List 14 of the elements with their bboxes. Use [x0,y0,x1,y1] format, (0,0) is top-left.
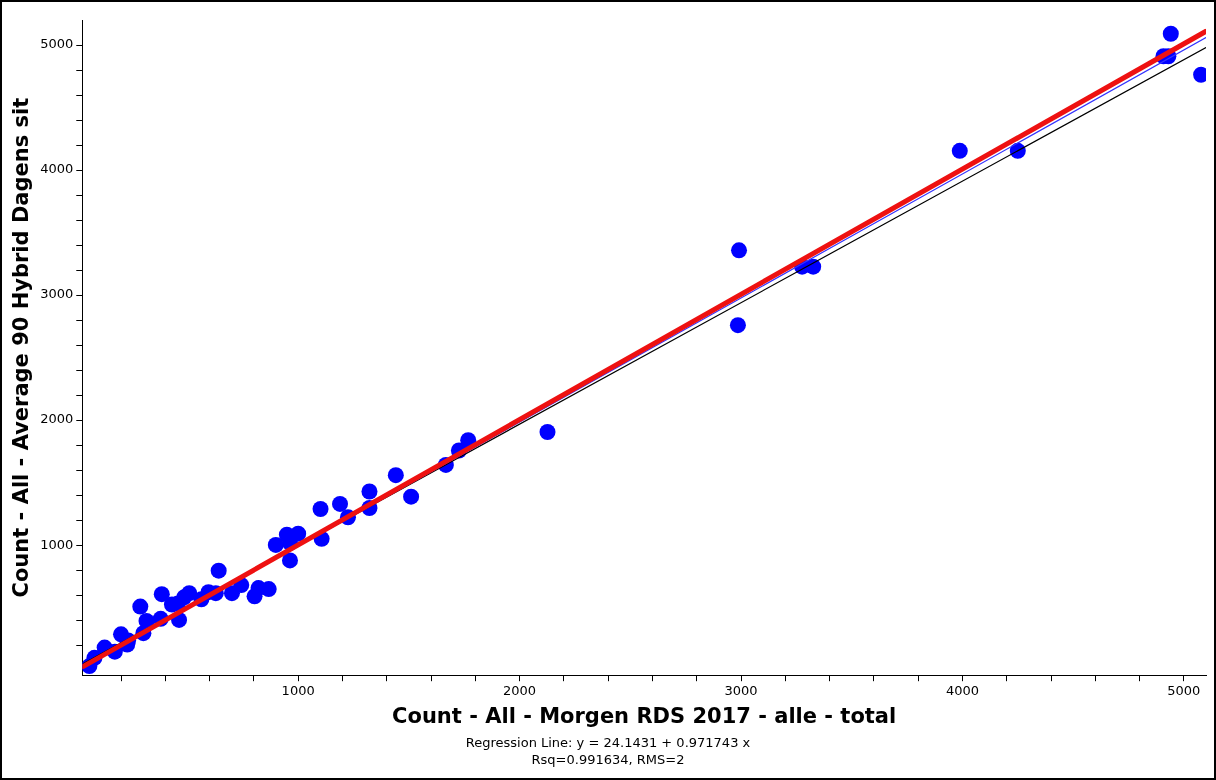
y-tick-label: 4000 [40,161,74,177]
x-tick-label: 2000 [503,683,537,699]
y-tick-label: 2000 [40,411,74,427]
x-tick-label: 4000 [945,683,979,699]
x-tick-label: 5000 [1167,683,1201,699]
text: Regression Line: y = 24.1431 + 0.971743 x [464,734,752,751]
x-tick-label: 1000 [281,683,315,699]
y-tick-label: 1000 [40,536,74,552]
x-axis-title: Count - All - Morgen RDS 2017 - alle - total [392,703,897,728]
y-tick-label: 3000 [40,286,74,302]
x-tick-label: 3000 [724,683,758,699]
text: Rsq=0.991634, RMS=2 [530,751,686,768]
y-axis-title: Count - All - Average 90 Hybrid Dagens sit [9,97,34,598]
y-tick-label: 5000 [40,36,74,52]
